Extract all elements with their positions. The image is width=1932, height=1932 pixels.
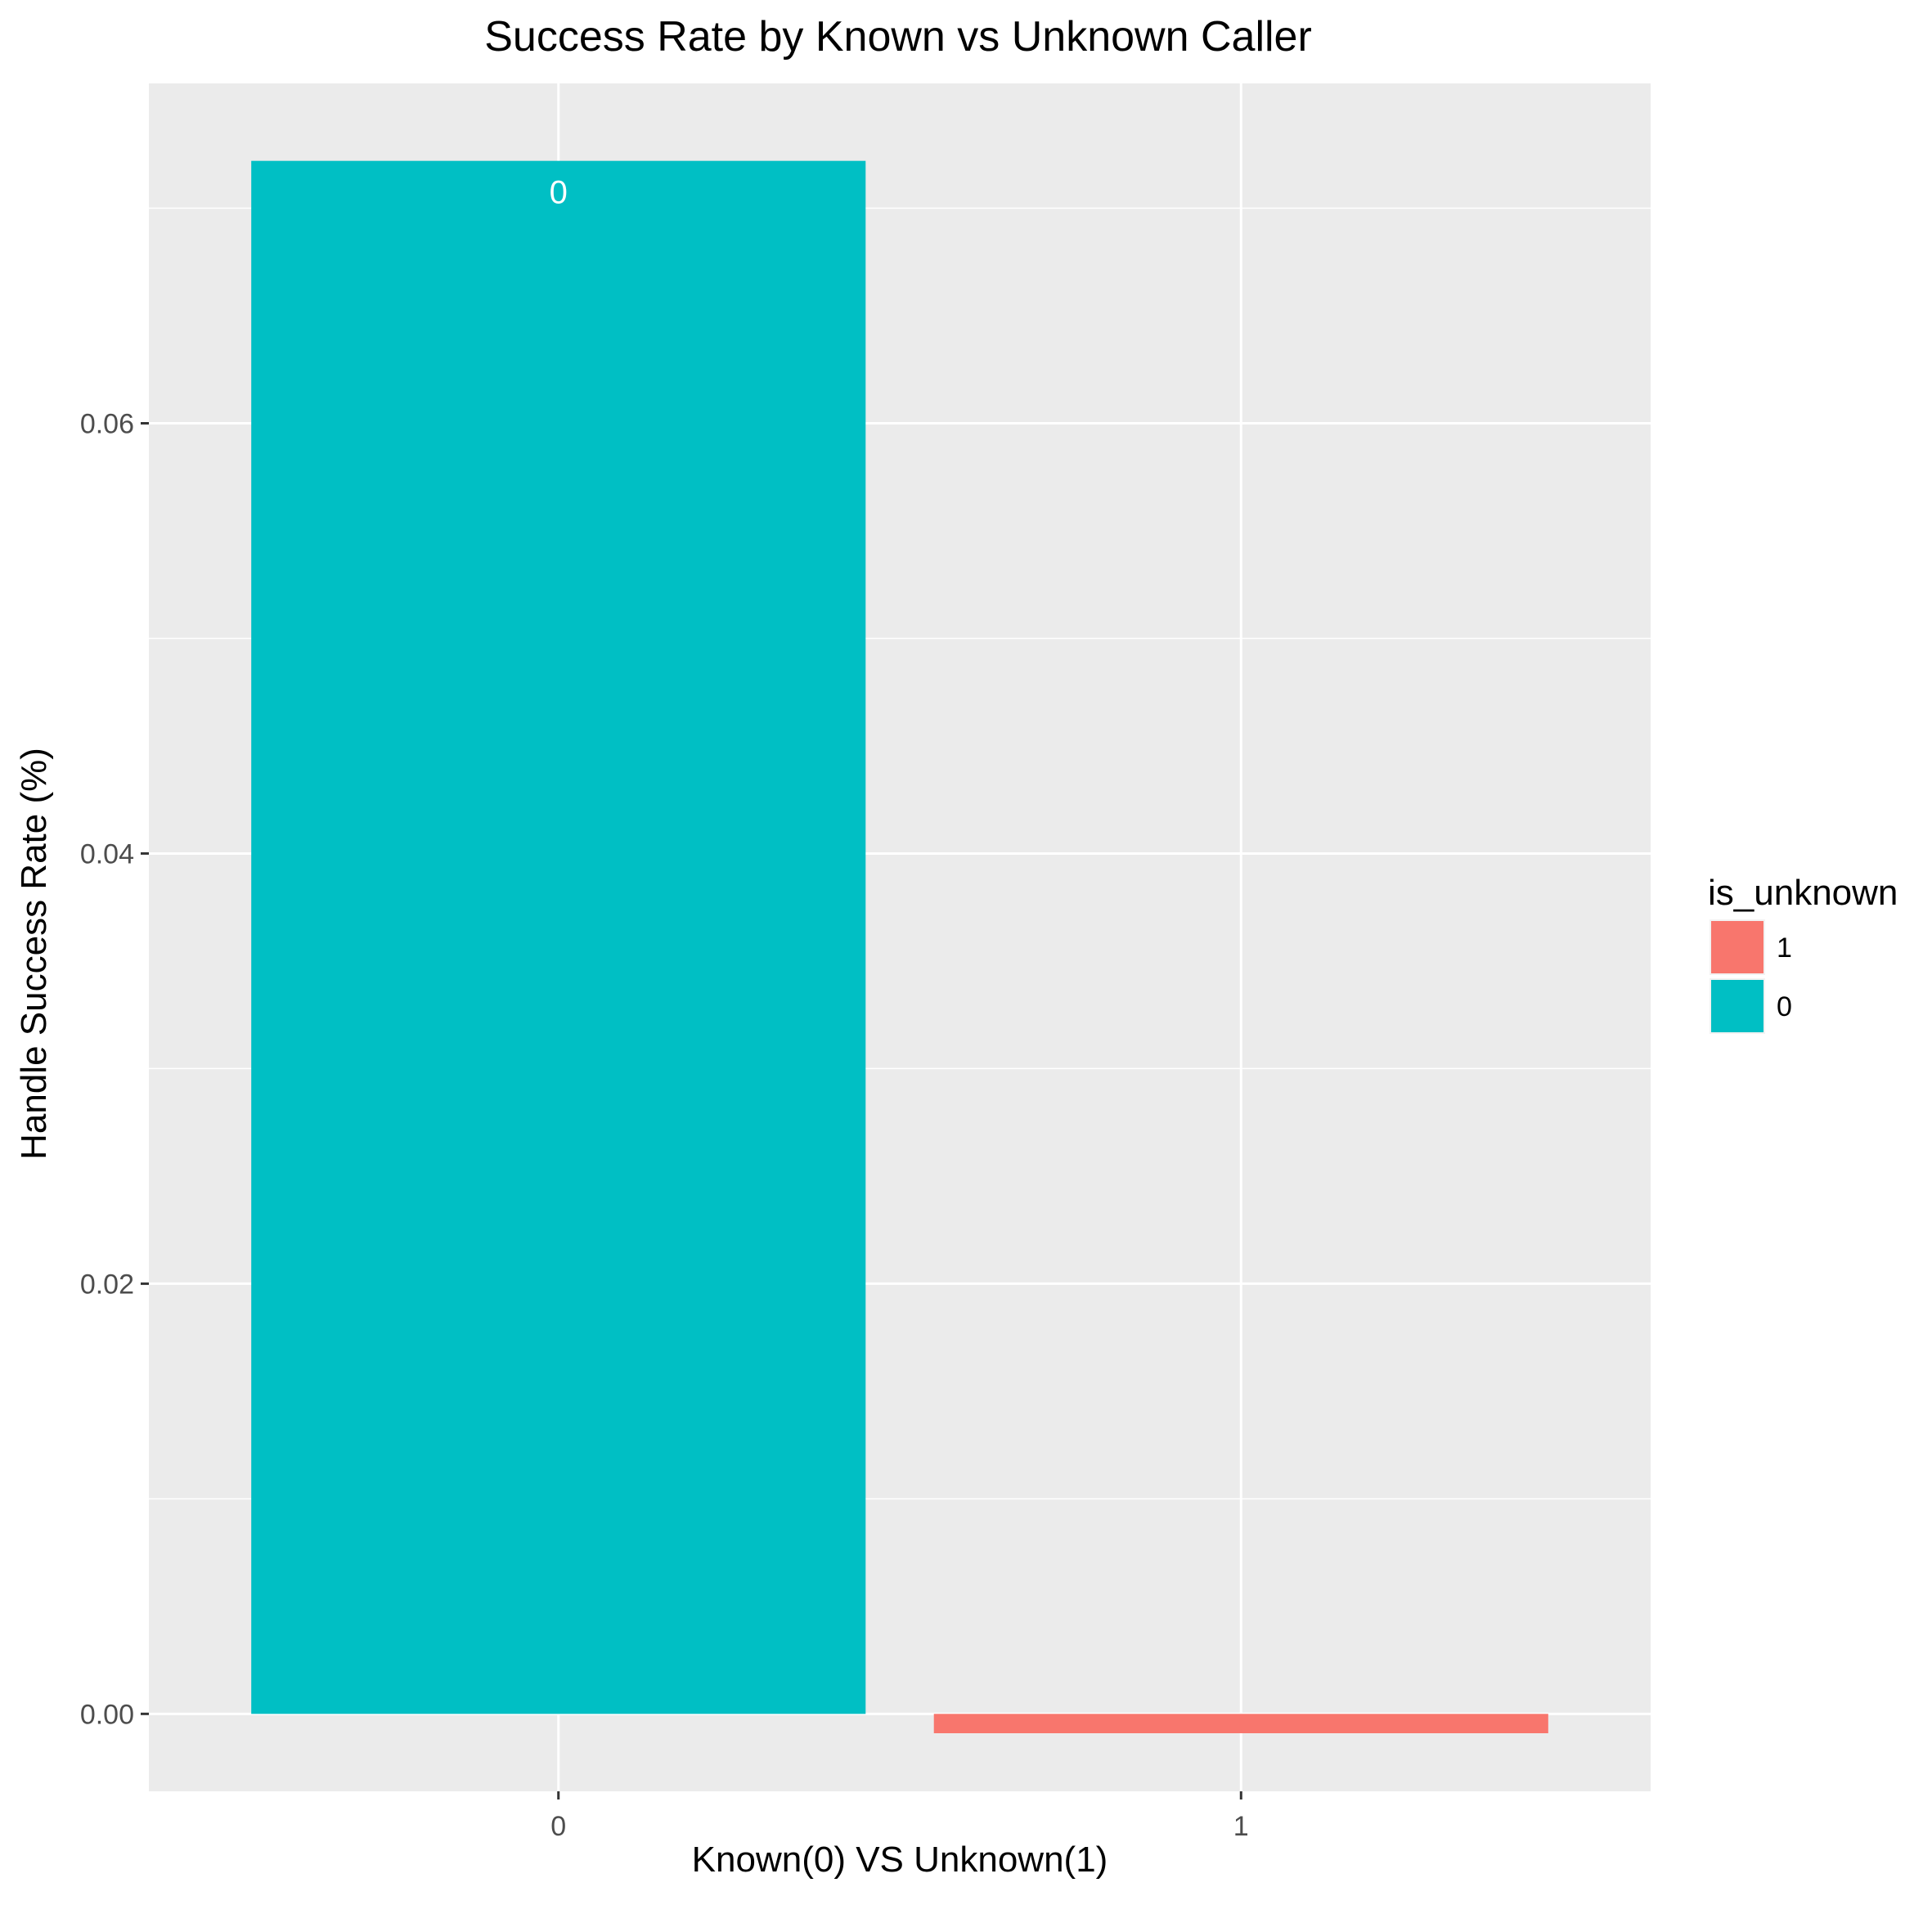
bar-0 (251, 160, 866, 1714)
y-tick-label: 0.00 (80, 1699, 134, 1730)
chart-title: Success Rate by Known vs Unknown Caller (484, 13, 1312, 61)
bar-value-label: 0 (550, 175, 568, 211)
y-tick-label: 0.06 (80, 408, 134, 439)
legend-item-label: 1 (1777, 932, 1792, 964)
bars-group (251, 160, 1548, 1733)
legend-swatch (1711, 921, 1764, 973)
x-tick-label: 1 (1233, 1811, 1249, 1842)
bar-labels-group: 0 (550, 175, 568, 211)
y-tick-label: 0.04 (80, 838, 134, 869)
x-tick-label: 0 (550, 1811, 566, 1842)
bar-1 (933, 1714, 1548, 1733)
legend-item-label: 0 (1777, 991, 1792, 1022)
x-axis-title: Known(0) VS Unknown(1) (692, 1840, 1108, 1880)
y-axis: 0.00 0.02 0.04 0.06 (80, 408, 149, 1730)
y-axis-title: Handle Success Rate (%) (14, 748, 54, 1160)
y-tick-label: 0.02 (80, 1269, 134, 1300)
legend-title: is_unknown (1708, 873, 1898, 913)
legend-swatch (1711, 980, 1764, 1032)
legend: is_unknown 1 0 (1708, 873, 1898, 1034)
